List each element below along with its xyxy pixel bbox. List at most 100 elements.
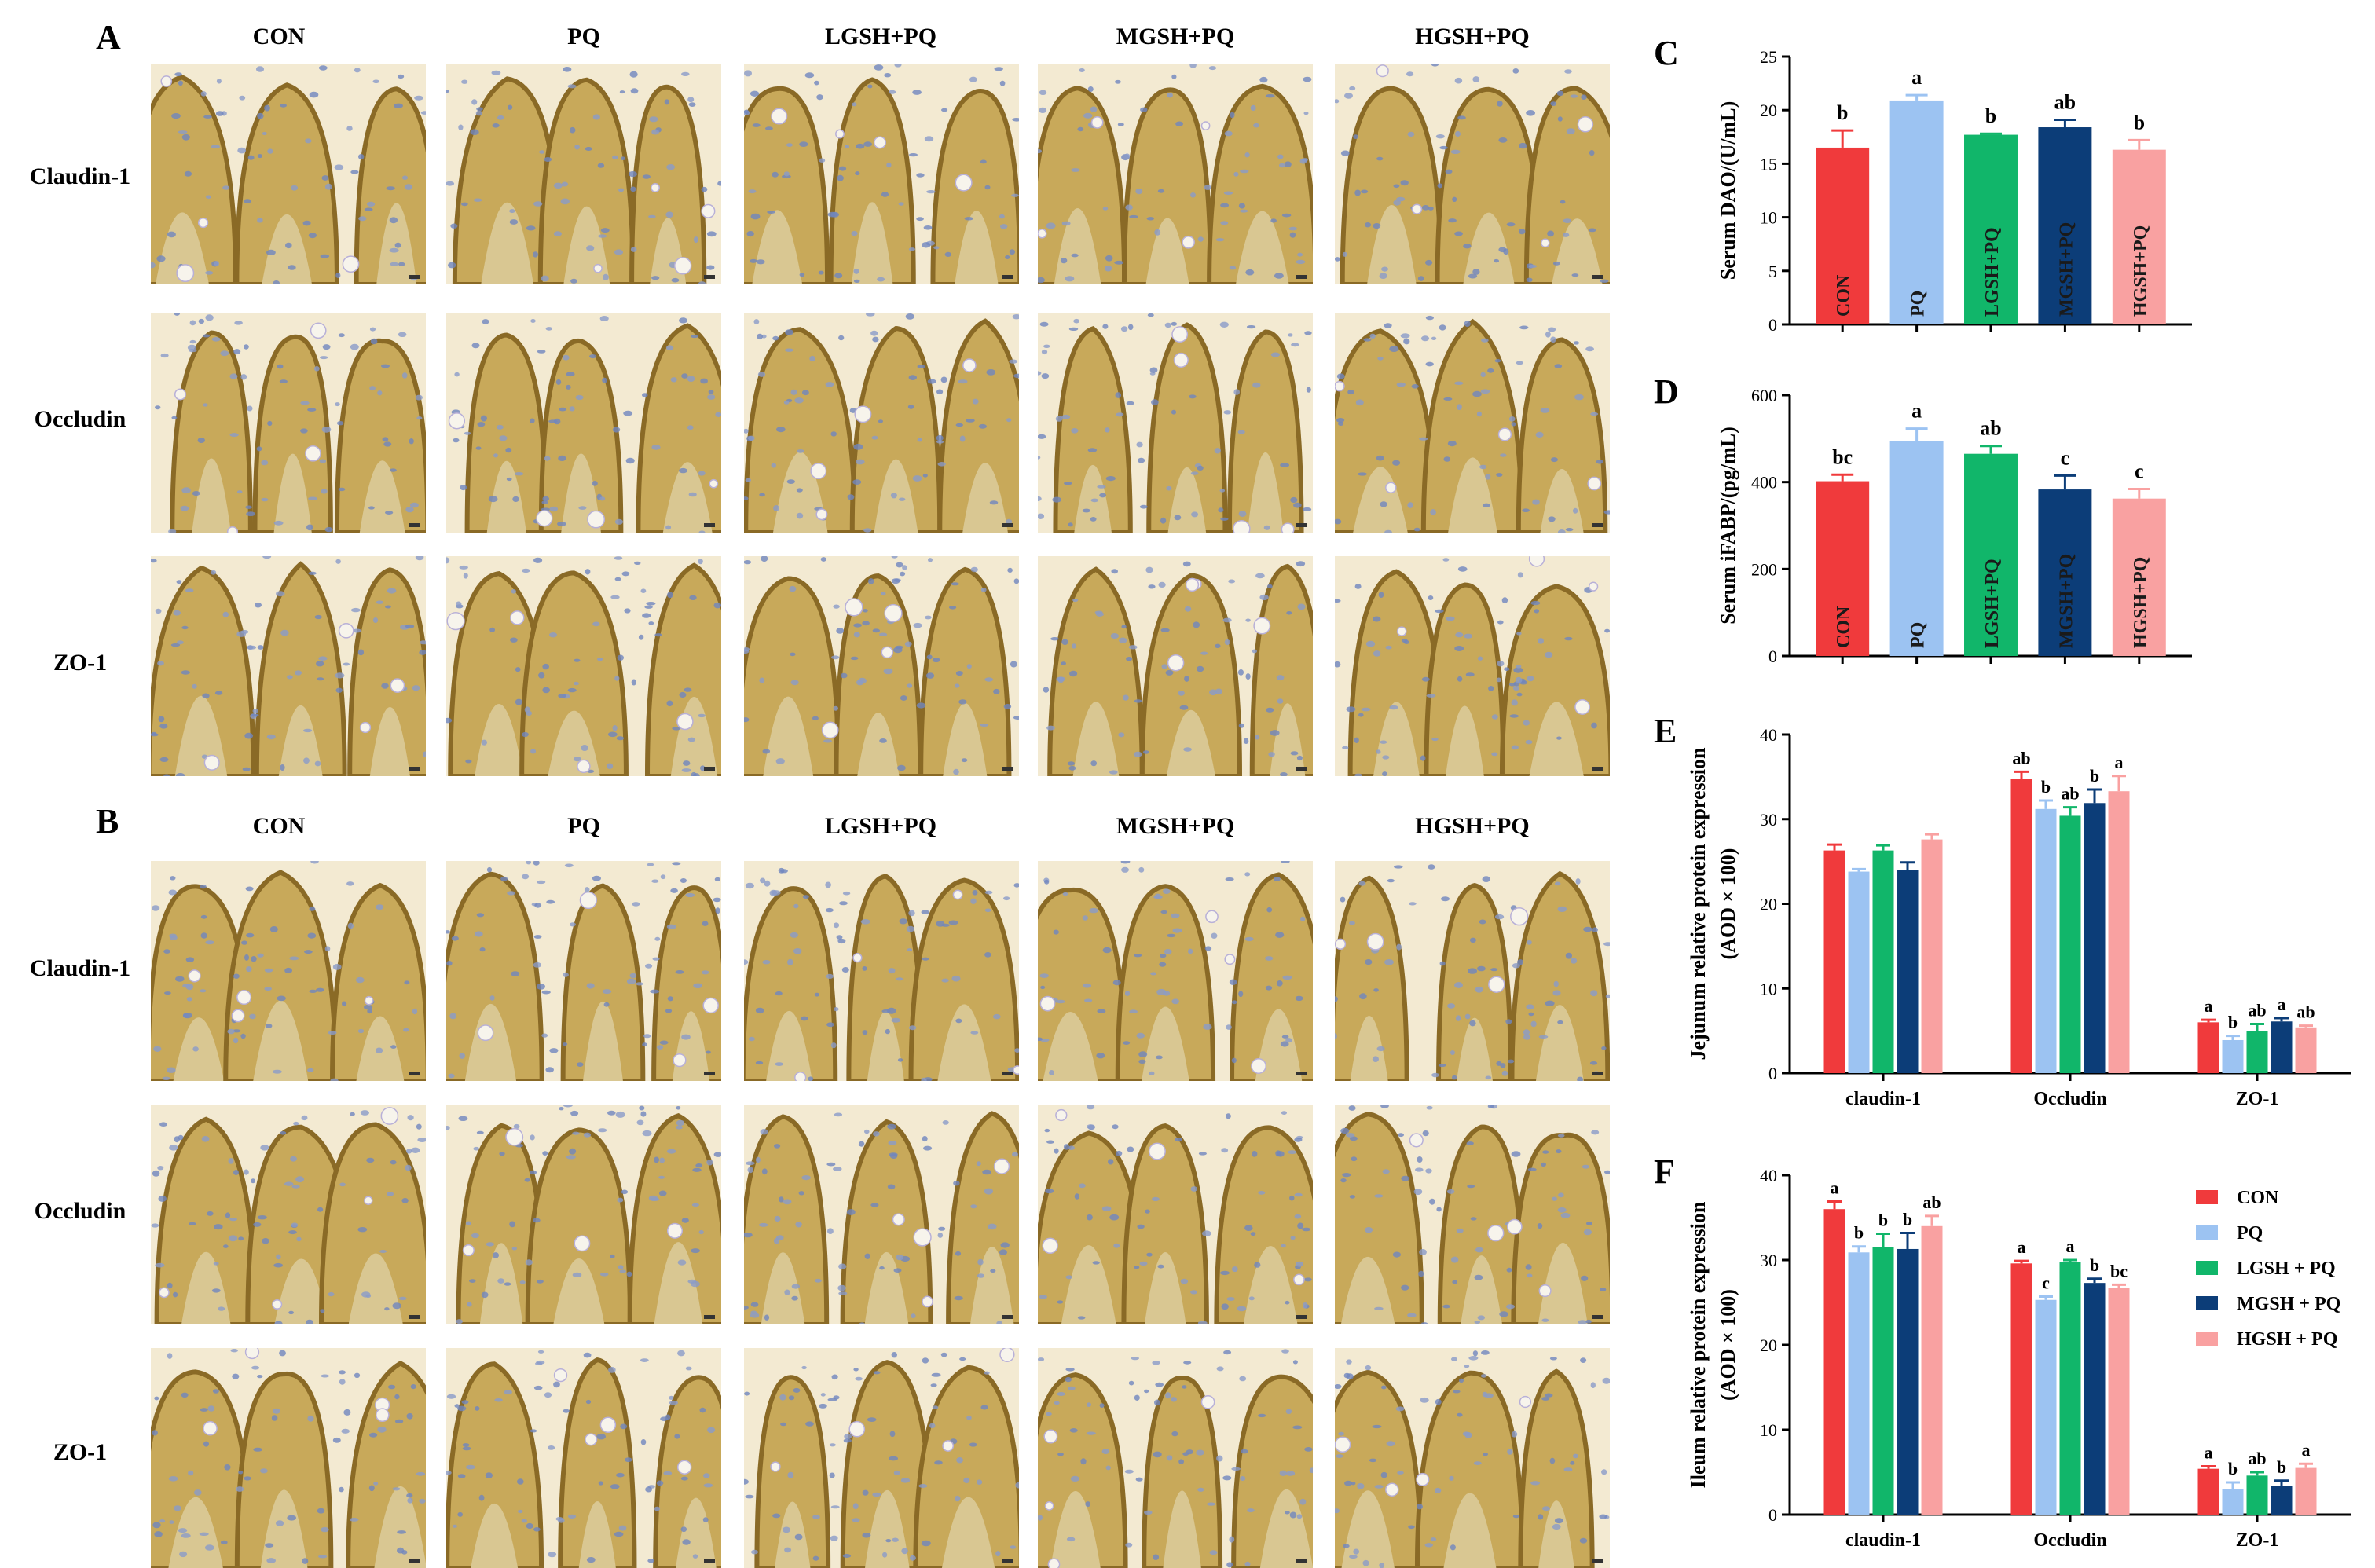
chart-c-y-label: Serum DAO/(U/mL) bbox=[1717, 101, 1739, 280]
bar bbox=[2112, 149, 2166, 324]
significance-letter: a bbox=[2302, 1440, 2311, 1460]
significance-letter: ab bbox=[2012, 748, 2030, 768]
micrograph-tile bbox=[151, 313, 426, 533]
bar bbox=[1964, 453, 2018, 656]
bar bbox=[1921, 1225, 1943, 1515]
significance-letter: b bbox=[1985, 104, 1996, 127]
micrograph-tile bbox=[446, 64, 721, 284]
in-bar-label: LGSH+PQ bbox=[1982, 227, 2003, 317]
panel-a-col-mgsh: MGSH+PQ bbox=[1116, 24, 1235, 49]
panel-b-col-con: CON bbox=[252, 813, 306, 839]
bar bbox=[2222, 1039, 2244, 1073]
micrograph-tile bbox=[151, 64, 426, 284]
bar bbox=[2197, 1022, 2219, 1073]
bar bbox=[1964, 134, 2018, 324]
bar bbox=[2295, 1027, 2317, 1073]
micrograph-tile bbox=[446, 1105, 721, 1324]
bar bbox=[1872, 1247, 1894, 1515]
significance-letter: b bbox=[1903, 1209, 1912, 1229]
significance-letter: a bbox=[2018, 1237, 2026, 1257]
micrograph-tile bbox=[1335, 861, 1610, 1081]
y-tick-label: 40 bbox=[1760, 725, 1777, 745]
significance-letter: ab bbox=[2248, 1449, 2266, 1468]
significance-letter: bc bbox=[2110, 1261, 2128, 1280]
bar bbox=[2084, 1283, 2106, 1515]
panel-f-letter: F bbox=[1654, 1152, 1675, 1191]
panel-b-col-lgsh: LGSH+PQ bbox=[824, 813, 937, 839]
panel-d-letter: D bbox=[1654, 372, 1679, 411]
significance-letter: c bbox=[2135, 460, 2144, 483]
micrograph-tile bbox=[1038, 1105, 1313, 1324]
micrograph-tile bbox=[744, 1105, 1019, 1324]
legend-label: MGSH + PQ bbox=[2237, 1294, 2340, 1314]
panel-c-letter: C bbox=[1654, 34, 1679, 72]
significance-letter: ab bbox=[2296, 1002, 2315, 1022]
significance-letter: b bbox=[1837, 101, 1848, 124]
micrograph-tile bbox=[744, 313, 1019, 533]
y-tick-label: 0 bbox=[1768, 315, 1777, 335]
panel-a-row-zo1: ZO-1 bbox=[53, 650, 108, 676]
bar bbox=[2059, 1262, 2081, 1515]
micrograph-tile bbox=[1038, 556, 1313, 776]
significance-letter: a bbox=[2115, 753, 2124, 772]
bar bbox=[2010, 1263, 2032, 1515]
in-bar-label: CON bbox=[1834, 274, 1854, 317]
bar bbox=[2010, 779, 2032, 1073]
bar bbox=[1816, 481, 1870, 656]
significance-letter: a bbox=[2066, 1236, 2075, 1256]
chart-e-y-label: Jejunum relative protein expression bbox=[1687, 747, 1710, 1060]
y-tick-label: 15 bbox=[1760, 154, 1777, 174]
significance-letter: a bbox=[1831, 1178, 1839, 1197]
in-bar-label: MGSH+PQ bbox=[2056, 554, 2076, 648]
panel-a-col-pq: PQ bbox=[567, 24, 600, 49]
panel-b-letter: B bbox=[96, 802, 119, 841]
significance-letter: a bbox=[2205, 996, 2213, 1016]
bar bbox=[2271, 1486, 2293, 1515]
bar bbox=[2059, 815, 2081, 1073]
panel-b-row-zo1: ZO-1 bbox=[53, 1439, 108, 1465]
significance-letter: b bbox=[1854, 1223, 1864, 1243]
panel-a-letter: A bbox=[96, 18, 121, 57]
in-bar-label: PQ bbox=[1908, 291, 1929, 317]
y-tick-label: 0 bbox=[1768, 647, 1777, 666]
bar bbox=[2197, 1468, 2219, 1515]
significance-letter: bc bbox=[1832, 445, 1853, 468]
bar bbox=[1848, 1252, 1870, 1515]
micrograph-tile bbox=[1038, 861, 1313, 1081]
bar bbox=[2295, 1467, 2317, 1515]
significance-letter: a bbox=[2278, 995, 2286, 1014]
bar bbox=[1823, 1209, 1845, 1515]
in-bar-label: HGSH+PQ bbox=[2131, 225, 2151, 317]
chart-e-y-label-2: (AOD × 100) bbox=[1717, 848, 1739, 960]
significance-letter: b bbox=[2228, 1013, 2238, 1032]
significance-letter: b bbox=[2041, 777, 2051, 797]
bar bbox=[1889, 100, 1944, 324]
bar bbox=[1823, 850, 1845, 1073]
significance-letter: c bbox=[2061, 446, 2070, 469]
panel-a-row-claudin: Claudin-1 bbox=[29, 163, 131, 189]
micrograph-tile bbox=[744, 64, 1019, 284]
x-tick-label: ZO-1 bbox=[2236, 1089, 2279, 1109]
significance-letter: ab bbox=[1922, 1192, 1941, 1212]
y-tick-label: 20 bbox=[1760, 895, 1777, 914]
micrograph-tile bbox=[744, 556, 1019, 776]
x-tick-label: ZO-1 bbox=[2236, 1530, 2279, 1551]
y-tick-label: 10 bbox=[1760, 1420, 1777, 1440]
bar bbox=[2112, 498, 2166, 656]
y-tick-label: 10 bbox=[1760, 979, 1777, 998]
significance-letter: b bbox=[2277, 1457, 2286, 1477]
significance-letter: b bbox=[1878, 1211, 1888, 1230]
significance-letter: a bbox=[1911, 66, 1922, 89]
significance-letter: b bbox=[2134, 111, 2145, 134]
micrograph-tile bbox=[446, 1348, 721, 1568]
micrograph-tile bbox=[446, 313, 721, 533]
bar bbox=[2035, 1299, 2057, 1515]
micrograph-tile bbox=[1038, 1348, 1313, 1568]
panel-b-row-occludin: Occludin bbox=[34, 1198, 126, 1224]
panel-b-col-pq: PQ bbox=[567, 813, 600, 839]
in-bar-label: LGSH+PQ bbox=[1982, 559, 2003, 648]
bar bbox=[2246, 1475, 2268, 1515]
y-tick-label: 25 bbox=[1760, 47, 1777, 67]
bar bbox=[1897, 1248, 1919, 1515]
